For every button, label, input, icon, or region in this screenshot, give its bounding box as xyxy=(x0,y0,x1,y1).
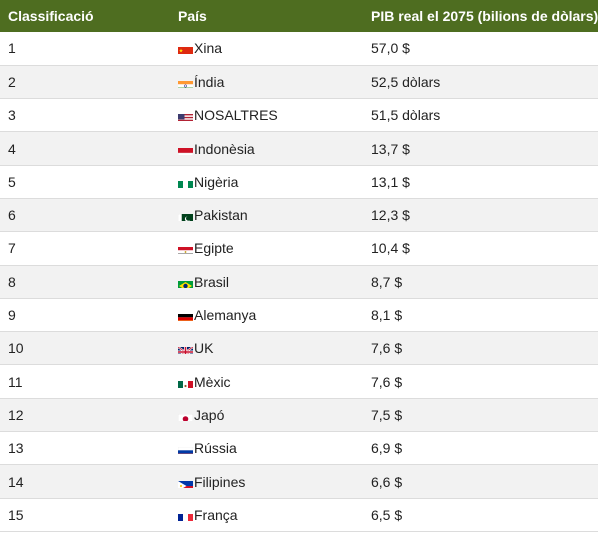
gdp-cell: 13,1 $ xyxy=(371,173,410,190)
rank-cell: 9 xyxy=(8,307,16,324)
table-row: 7 Egipte 10,4 $ xyxy=(0,231,598,266)
rank-cell: 15 xyxy=(8,506,24,523)
country-name: Nigèria xyxy=(194,173,239,190)
brazil-flag-icon xyxy=(178,278,193,288)
country-name: Indonèsia xyxy=(194,140,255,157)
gdp-cell: 8,7 $ xyxy=(371,273,403,290)
rank-cell: 5 xyxy=(8,173,16,190)
table-row: 5 Nigèria 13,1 $ xyxy=(0,165,598,199)
gdp-cell: 7,6 $ xyxy=(371,373,403,390)
country-name: Rússia xyxy=(194,440,237,457)
country-name: Filipines xyxy=(194,473,246,490)
rank-cell: 12 xyxy=(8,406,24,423)
gdp-cell: 7,5 $ xyxy=(371,406,403,423)
country-name: Brasil xyxy=(194,273,230,290)
table-row: 11 Mèxic 7,6 $ xyxy=(0,364,598,399)
table-row: 1 Xina 57,0 $ xyxy=(0,32,598,66)
header-rank: Classificació xyxy=(8,8,94,24)
rank-cell: 14 xyxy=(8,473,24,490)
country-name: Japó xyxy=(194,406,225,423)
country-cell: UK xyxy=(170,332,363,365)
table-row: 10 UK 7,6 $ xyxy=(0,331,598,365)
country-cell: Indonèsia xyxy=(170,132,363,165)
france-flag-icon xyxy=(178,511,193,521)
pakistan-flag-icon xyxy=(178,211,193,222)
table-row: 9 Alemanya 8,1 $ xyxy=(0,298,598,332)
country-cell: Nigèria xyxy=(170,165,363,198)
rank-cell: 8 xyxy=(8,273,16,290)
uk-flag-icon xyxy=(178,344,193,355)
gdp-cell: 7,6 $ xyxy=(371,340,403,357)
table-body: 1 Xina 57,0 $2 Índia 52,5 dòlars 3 NOSALTRES 51… xyxy=(0,32,598,532)
table-row: 14 Filipines 6,6 $ xyxy=(0,464,598,499)
table-row: 12 Japó 7,5 $ xyxy=(0,398,598,432)
header-country: País xyxy=(178,8,207,24)
rank-cell: 11 xyxy=(8,373,23,390)
country-cell: Mèxic xyxy=(170,365,363,398)
rank-cell: 3 xyxy=(8,107,16,124)
table-row: 4 Indonèsia 13,7 $ xyxy=(0,131,598,166)
gdp-cell: 8,1 $ xyxy=(371,307,403,324)
country-cell: Rússia xyxy=(170,432,363,465)
mexico-flag-icon xyxy=(178,378,193,388)
gdp-cell: 6,5 $ xyxy=(371,506,403,523)
gdp-cell: 10,4 $ xyxy=(371,240,410,257)
country-cell: Japó xyxy=(170,398,363,431)
gdp-cell: 57,0 $ xyxy=(371,40,410,57)
table-row: 8 Brasil 8,7 $ xyxy=(0,265,598,299)
table-row: 15 França 6,5 $ xyxy=(0,498,598,532)
gdp-cell: 12,3 $ xyxy=(371,207,410,224)
indonesia-flag-icon xyxy=(178,145,193,155)
country-name: Alemanya xyxy=(194,307,257,324)
gdp-cell: 6,6 $ xyxy=(371,473,403,490)
table-row: 6 Pakistan 12,3 $ xyxy=(0,198,598,232)
country-cell: Alemanya xyxy=(170,298,363,331)
germany-flag-icon xyxy=(178,311,193,322)
country-cell: Brasil xyxy=(170,265,363,298)
country-cell: NOSALTRES xyxy=(170,99,363,132)
country-name: França xyxy=(194,506,238,523)
header-gdp: PIB real el 2075 (bilions de dòlars) xyxy=(371,8,598,24)
gdp-cell: 52,5 dòlars xyxy=(371,73,441,90)
philippines-flag-icon xyxy=(178,478,193,488)
rank-cell: 6 xyxy=(8,207,16,224)
country-cell: Xina xyxy=(170,32,363,65)
rank-cell: 13 xyxy=(8,440,24,457)
india-flag-icon xyxy=(178,78,193,88)
table-row: 3 NOSALTRES 51,5 dòlars xyxy=(0,98,598,132)
gdp-cell: 6,9 $ xyxy=(371,440,403,457)
rank-cell: 10 xyxy=(8,340,24,357)
country-name: Mèxic xyxy=(194,373,231,390)
country-name: Egipte xyxy=(194,240,234,257)
japan-flag-icon xyxy=(178,411,193,421)
rank-cell: 4 xyxy=(8,140,16,157)
country-name: UK xyxy=(194,340,214,357)
country-name: NOSALTRES xyxy=(194,107,278,124)
country-cell: Filipines xyxy=(170,465,363,498)
rank-cell: 2 xyxy=(8,73,16,90)
table-row: 13 Rússia 6,9 $ xyxy=(0,431,598,465)
table-row: 2 Índia 52,5 dòlars xyxy=(0,65,598,99)
gdp-cell: 13,7 $ xyxy=(371,140,410,157)
gdp-cell: 51,5 dòlars xyxy=(371,107,441,124)
rank-cell: 1 xyxy=(8,40,16,57)
country-cell: França xyxy=(170,498,363,531)
table-header: Classificació País PIB real el 2075 (bil… xyxy=(0,0,598,32)
country-name: Xina xyxy=(194,40,223,57)
egypt-flag-icon xyxy=(178,244,193,255)
usa-flag-icon xyxy=(178,111,193,122)
country-name: Índia xyxy=(194,73,225,90)
russia-flag-icon xyxy=(178,444,193,455)
country-cell: Pakistan xyxy=(170,198,363,231)
country-name: Pakistan xyxy=(194,207,248,224)
rank-cell: 7 xyxy=(8,240,16,257)
nigeria-flag-icon xyxy=(178,178,193,188)
china-flag-icon xyxy=(178,44,193,55)
country-cell: Egipte xyxy=(170,232,363,265)
header-row: Classificació País PIB real el 2075 (bil… xyxy=(0,0,598,32)
country-cell: Índia xyxy=(170,65,363,98)
